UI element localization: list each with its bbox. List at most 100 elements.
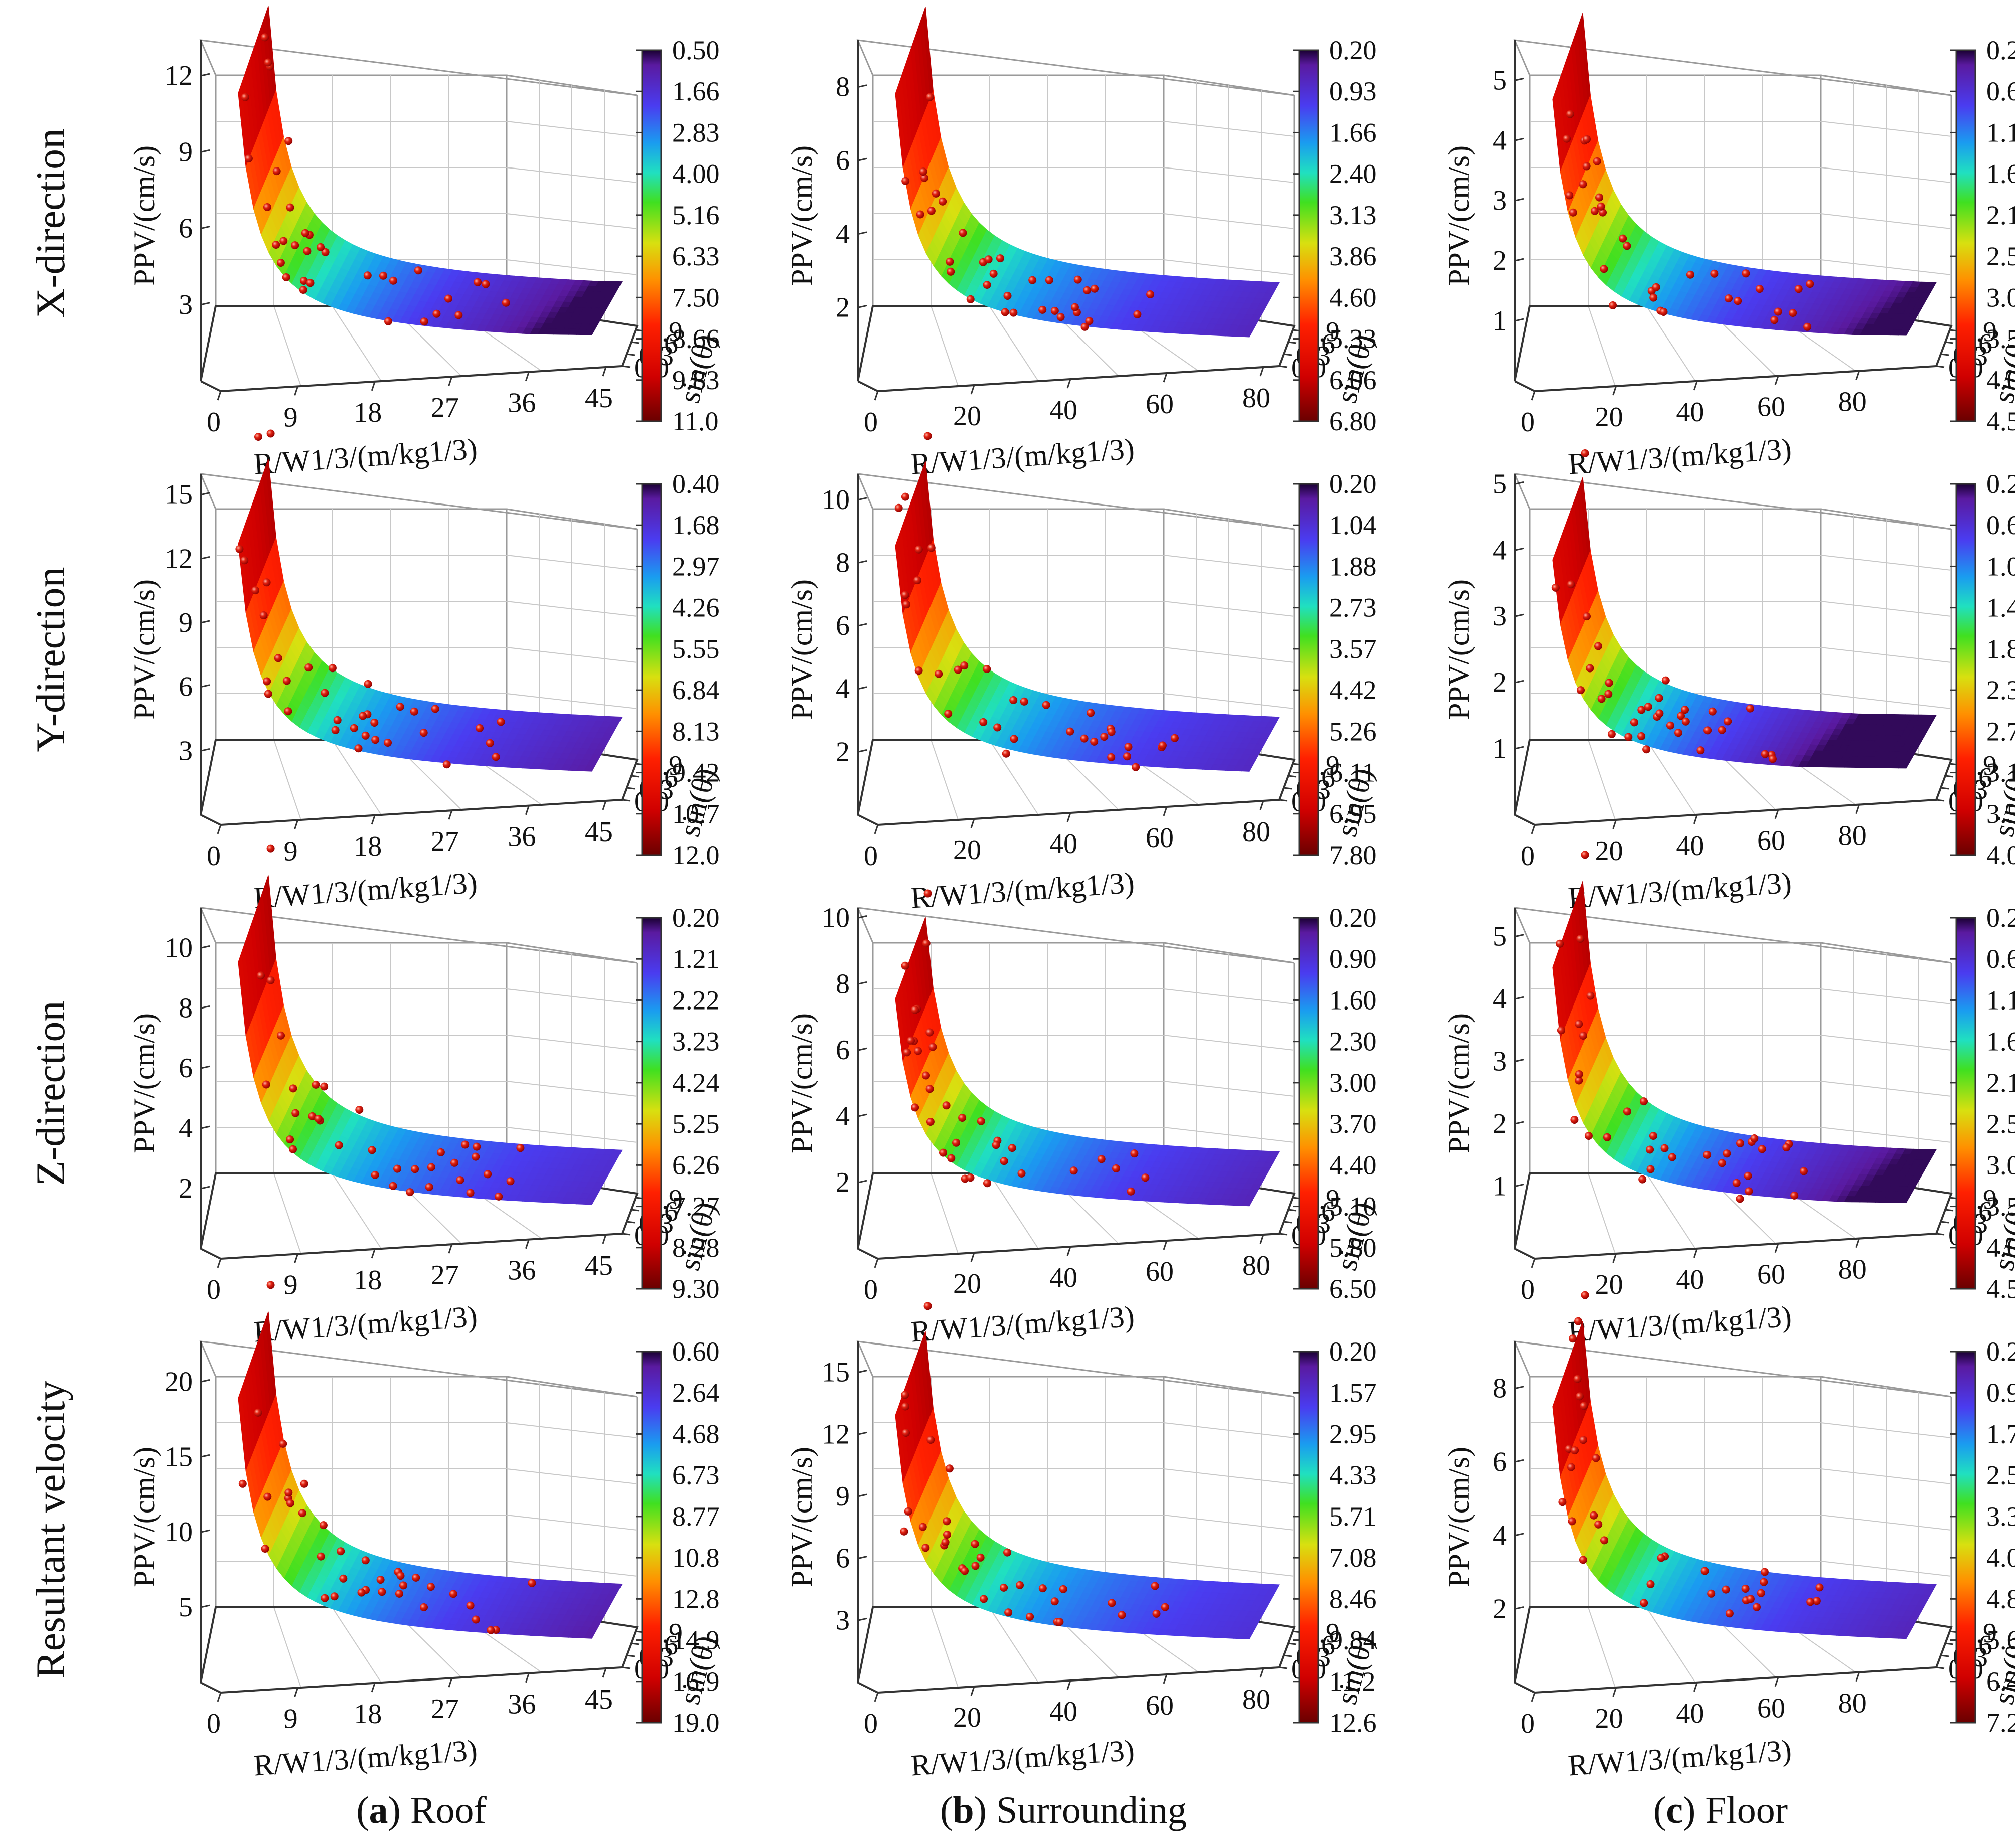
data-point: [1152, 1609, 1161, 1618]
data-point: [1586, 664, 1594, 673]
data-point: [264, 58, 272, 67]
data-point: [284, 1488, 293, 1497]
panel-c-x: 1 2 3 4 5 PPV/(cm/s) 0 20 40 60 80 R/W1/3/(m/kg1/3)…: [1442, 13, 2015, 481]
z-tick-label: 3: [1493, 1046, 1507, 1077]
data-point: [1573, 1375, 1582, 1383]
x-axis-label: R/W1/3/(m/kg1/3): [253, 866, 479, 915]
data-point-peak: [923, 432, 932, 440]
data-point: [279, 1439, 287, 1448]
x-tick-label: 9: [284, 1269, 298, 1300]
data-point: [1806, 1598, 1815, 1606]
scatter-points: [241, 33, 510, 326]
z-tick-label: 6: [179, 671, 193, 703]
colorbar-tick-label: 2.58: [1986, 241, 2015, 271]
z-tick-label: 4: [836, 1101, 850, 1132]
data-point: [427, 1163, 435, 1171]
data-point: [1734, 297, 1742, 305]
scatter-points: [1563, 110, 1814, 331]
data-point: [1637, 706, 1646, 714]
colorbar-tick-label: 7.50: [672, 282, 720, 312]
colorbar-tick-label: 6.11: [1329, 758, 1376, 788]
data-point: [1003, 292, 1012, 300]
data-point: [1133, 310, 1142, 318]
data-point: [442, 760, 451, 769]
scatter-points: [900, 1302, 1169, 1626]
data-point: [1722, 1585, 1730, 1594]
colorbar-tick-label: 0.20: [1986, 35, 2015, 65]
data-point: [920, 174, 928, 182]
panel-a-z: 2 4 6 8 10 PPV/(cm/s) 0 9 18 27 36 45 R/W1/3/(m/kg1/…: [128, 844, 723, 1349]
data-point: [1603, 1133, 1611, 1141]
colorbar-tick-label: 12.8: [672, 1584, 720, 1614]
data-point: [286, 1499, 294, 1507]
data-point: [289, 1084, 297, 1093]
x-tick-label: 20: [953, 401, 981, 432]
data-point: [304, 663, 313, 672]
x-tick-label: 9: [284, 1703, 298, 1734]
colorbar-tick-label: 6.42: [1986, 1666, 2015, 1697]
data-point: [371, 1170, 379, 1179]
data-point: [1657, 1554, 1665, 1562]
x-tick-label: 0: [207, 841, 221, 872]
z-tick-label: 6: [1493, 1446, 1507, 1477]
z-tick-label: 2: [836, 736, 850, 767]
colorbar-tick-label: 8.46: [1329, 1584, 1377, 1614]
colorbar-tick-label: 5.16: [672, 200, 720, 230]
colorbar-tick-label: 5.64: [1986, 1625, 2015, 1655]
data-point: [1586, 991, 1595, 1000]
colorbar-tick-label: 2.64: [672, 1378, 720, 1408]
data-point: [333, 716, 342, 724]
colorbar-tick-label: 0.20: [1329, 469, 1377, 499]
data-point: [1761, 750, 1769, 758]
x-tick-label: 40: [1049, 828, 1077, 860]
data-point: [926, 1436, 935, 1444]
data-point: [1551, 583, 1560, 592]
data-point: [1732, 1179, 1741, 1187]
data-point: [1718, 1159, 1726, 1167]
colorbar-tick-label: 14.9: [672, 1625, 720, 1655]
z-tick-label: 10: [165, 1517, 193, 1548]
data-point: [1000, 1583, 1008, 1592]
data-point: [379, 271, 387, 280]
colorbar-tick-label: 4.00: [672, 159, 720, 189]
colorbar-tick-label: 4.68: [672, 1419, 720, 1449]
data-point: [1124, 743, 1133, 751]
z-tick-label: 4: [1493, 983, 1507, 1015]
colorbar-tick-label: 0.20: [1329, 35, 1377, 65]
data-point: [1782, 1143, 1791, 1151]
data-point: [1161, 1603, 1169, 1611]
data-point: [1123, 752, 1131, 761]
x-tick-label: 0: [207, 407, 221, 438]
data-point: [432, 309, 441, 318]
data-point: [1703, 1150, 1712, 1159]
x-tick-label: 9: [284, 835, 298, 867]
z-tick-label: 2: [179, 1173, 193, 1204]
z-tick-label: 5: [1493, 468, 1507, 499]
data-point: [1770, 316, 1779, 324]
colorbar-tick-label: 3.86: [1329, 241, 1377, 271]
data-point: [1646, 1145, 1654, 1154]
data-point: [1556, 939, 1564, 948]
data-point: [1000, 1157, 1008, 1165]
z-tick-label: 9: [179, 607, 193, 638]
x-tick-label: 18: [354, 397, 382, 428]
z-axis-label: PPV/(cm/s): [785, 1013, 818, 1153]
z-tick-label: 8: [836, 968, 850, 999]
z-tick-label: 10: [165, 932, 193, 963]
colorbar-tick-label: 3.54: [1986, 324, 2015, 354]
data-point: [1710, 269, 1719, 278]
data-point: [1009, 308, 1018, 317]
colorbar-gradient: [641, 483, 662, 856]
data-point: [914, 666, 923, 675]
data-point: [354, 744, 363, 753]
colorbar-gradient: [641, 917, 662, 1290]
data-point: [474, 278, 482, 286]
z-tick-label: 3: [836, 1605, 850, 1636]
x-tick-label: 0: [864, 407, 878, 438]
colorbar-gradient: [1298, 49, 1319, 422]
colorbar-tick-label: 1.68: [672, 510, 720, 540]
data-point: [983, 281, 991, 289]
colorbar-tick-label: 7.80: [1329, 840, 1377, 870]
colorbar-gradient: [1298, 483, 1319, 856]
data-point: [1595, 193, 1603, 202]
